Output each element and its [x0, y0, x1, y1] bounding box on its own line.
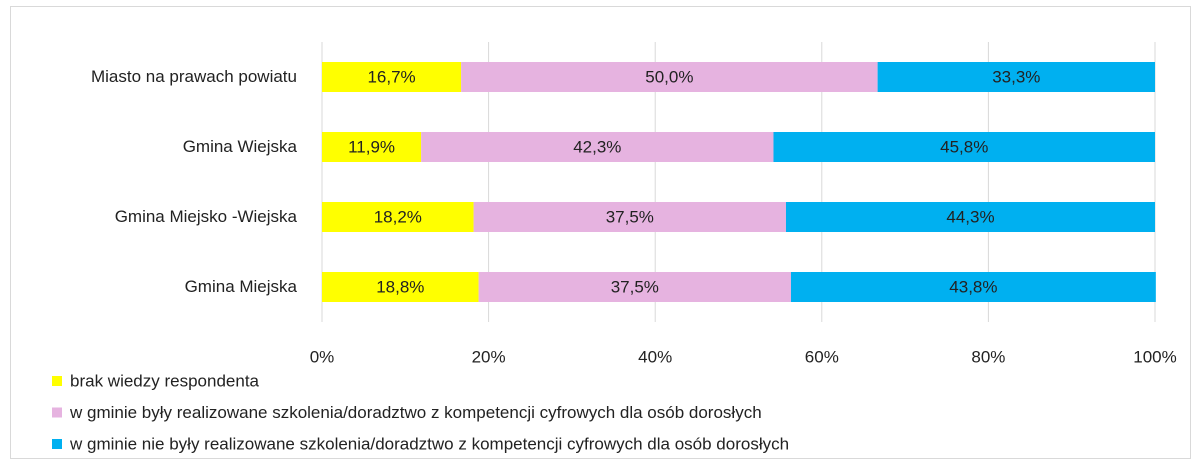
bar-segment	[322, 132, 422, 162]
x-tick-label: 20%	[472, 347, 506, 366]
category-label: Gmina Wiejska	[182, 137, 297, 156]
category-label: Miasto na prawach powiatu	[90, 67, 297, 86]
bar-segment	[478, 272, 791, 302]
value-label: 44,3%	[946, 207, 994, 226]
bar-segment	[877, 62, 1155, 92]
value-label: 11,9%	[348, 137, 395, 156]
legend-label: brak wiedzy respondenta	[70, 371, 260, 390]
x-tick-label: 0%	[310, 347, 335, 366]
value-label: 50,0%	[645, 67, 693, 86]
category-label: Gmina Miejsko -Wiejska	[114, 207, 297, 226]
value-label: 18,2%	[374, 207, 422, 226]
value-label: 18,8%	[376, 277, 424, 296]
bar-segment	[790, 272, 1156, 302]
value-label: 16,7%	[367, 67, 415, 86]
legend-swatch	[52, 439, 62, 449]
category-label: Gmina Miejska	[184, 277, 297, 296]
bar-segment	[461, 62, 878, 92]
value-label: 37,5%	[611, 277, 659, 296]
value-label: 37,5%	[606, 207, 654, 226]
x-tick-label: 100%	[1133, 347, 1176, 366]
bar-segment	[785, 202, 1155, 232]
x-tick-label: 80%	[971, 347, 1005, 366]
bar-segment	[322, 272, 479, 302]
value-label: 43,8%	[949, 277, 997, 296]
value-label: 45,8%	[940, 137, 988, 156]
legend-swatch	[52, 376, 62, 386]
bar-segment	[773, 132, 1155, 162]
bar-segment	[421, 132, 774, 162]
legend-label: w gminie były realizowane szkolenia/dora…	[69, 403, 762, 422]
frame	[10, 6, 1191, 459]
x-tick-label: 40%	[638, 347, 672, 366]
x-tick-label: 60%	[805, 347, 839, 366]
legend-swatch	[52, 407, 62, 418]
bar-segment	[473, 202, 786, 232]
value-label: 42,3%	[573, 137, 621, 156]
bar-segment	[322, 202, 474, 232]
legend-label: w gminie nie były realizowane szkolenia/…	[69, 434, 789, 453]
value-label: 33,3%	[992, 67, 1040, 86]
bar-segment	[322, 62, 462, 92]
